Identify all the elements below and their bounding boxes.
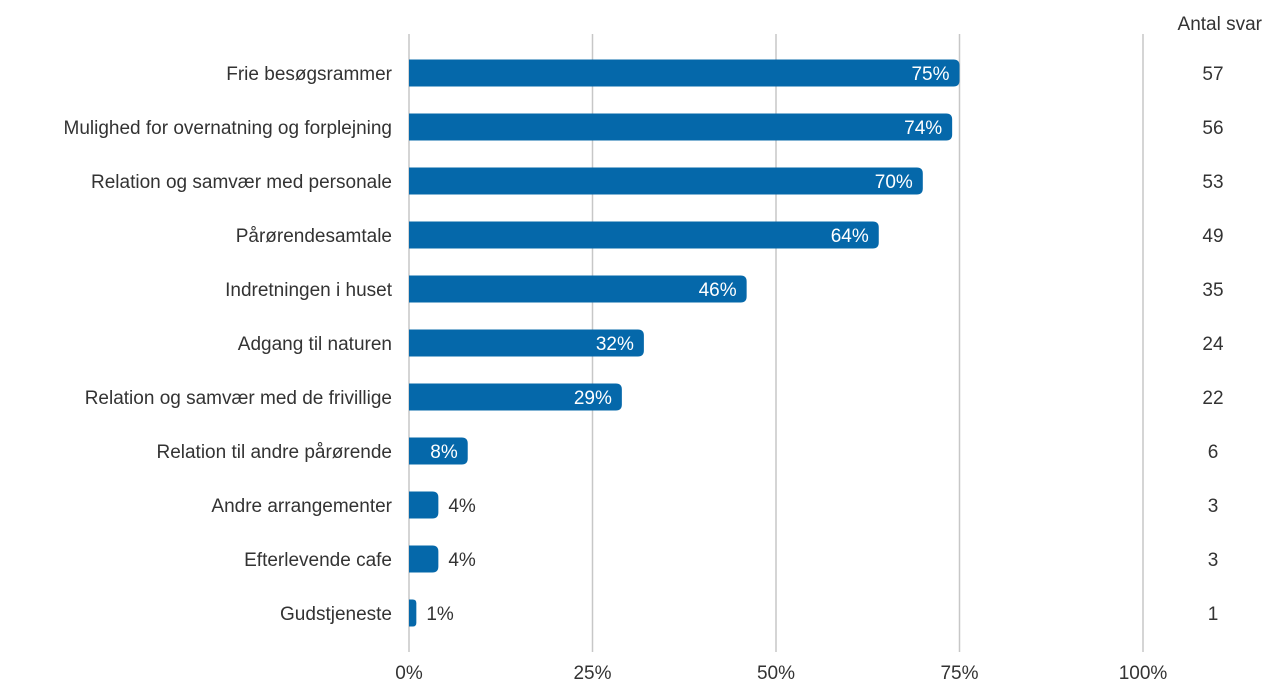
bar [409,276,747,303]
bars-layer [409,60,960,627]
category-label: Gudstjeneste [280,604,392,625]
category-label: Frie besøgsrammer [226,64,392,85]
count-value: 53 [1202,172,1223,193]
category-label: Relation og samvær med de frivillige [85,388,392,409]
count-value: 24 [1202,334,1224,355]
value-label: 46% [699,280,737,301]
value-label: 29% [574,388,612,409]
value-label: 75% [911,64,949,85]
x-tick-label: 50% [757,663,795,682]
count-header: Antal svar [1178,14,1263,35]
count-value: 1 [1208,604,1219,625]
count-value: 22 [1202,388,1223,409]
category-label: Indretningen i huset [225,280,393,301]
count-value: 3 [1208,496,1219,517]
category-label: Efterlevende cafe [244,550,392,571]
bar [409,600,416,627]
category-label: Relation og samvær med personale [91,172,392,193]
bar [409,60,960,87]
bar [409,492,438,519]
value-label: 4% [448,496,476,517]
category-label: Mulighed for overnatning og forplejning [64,118,393,139]
value-label: 32% [596,334,634,355]
value-label: 1% [426,604,454,625]
bar [409,546,438,573]
bar [409,168,923,195]
bar [409,222,879,249]
value-label: 4% [448,550,476,571]
category-label: Relation til andre pårørende [156,442,392,463]
labels-layer: 0% 25% 50% 75% 100% Frie besøgsrammer 75% 57 Mul… [64,64,1224,682]
x-tick-label: 25% [573,663,611,682]
category-label: Pårørendesamtale [236,226,392,247]
bar [409,114,952,141]
count-value: 56 [1202,118,1223,139]
x-tick-label: 0% [395,663,423,682]
x-tick-label: 100% [1119,663,1168,682]
value-label: 8% [430,442,458,463]
value-label: 70% [875,172,913,193]
category-label: Adgang til naturen [238,334,392,355]
count-value: 3 [1208,550,1219,571]
category-label: Andre arrangementer [211,496,392,517]
value-label: 74% [904,118,942,139]
count-value: 6 [1208,442,1219,463]
value-label: 64% [831,226,869,247]
x-tick-label: 75% [940,663,978,682]
count-value: 35 [1202,280,1223,301]
count-value: 49 [1202,226,1223,247]
count-value: 57 [1202,64,1223,85]
